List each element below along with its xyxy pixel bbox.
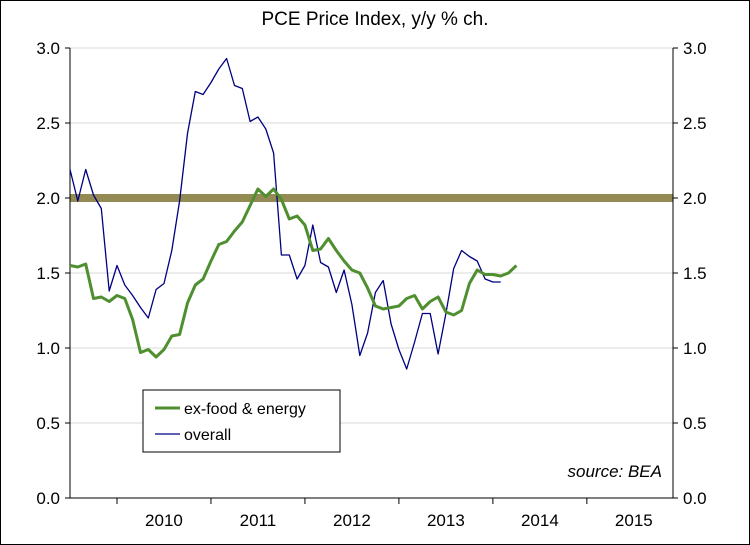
y-tick-label-right: 1.5: [683, 264, 707, 283]
chart-title: PCE Price Index, y/y % ch.: [261, 9, 488, 30]
legend: ex-food & energy overall: [142, 389, 341, 453]
series-layer: [69, 57, 518, 370]
legend-label-overall: overall: [184, 427, 231, 444]
y-tick-label-left: 1.0: [36, 339, 60, 358]
axes-layer: 0.0 0.0 0.5 0.5 1.0 1.0 1.5 1.5 2.0 2.0 2.5 2.5 3.0 3…: [36, 39, 706, 530]
y-tick-label-right: 0.5: [683, 414, 707, 433]
x-tick-label-2012: 2012: [333, 511, 371, 530]
x-tick-label-2010: 2010: [145, 511, 183, 530]
y-tick-label-left: 3.0: [36, 39, 60, 58]
series-line-overall: [69, 57, 501, 370]
y-tick-label-left: 1.5: [36, 264, 60, 283]
x-tick-label-2013: 2013: [427, 511, 465, 530]
y-tick-label-right: 0.0: [683, 489, 707, 508]
x-tick-label-2011: 2011: [240, 511, 277, 530]
series-line-ex-food-energy: [69, 187, 518, 359]
y-tick-label-right: 2.0: [683, 189, 707, 208]
y-tick-label-left: 0.0: [36, 489, 60, 508]
legend-box: [142, 389, 341, 453]
grid-layer: [70, 47, 673, 424]
y-tick-label-left: 0.5: [36, 414, 60, 433]
source-annotation: source: BEA: [568, 462, 663, 481]
y-tick-label-left: 2.5: [36, 114, 60, 133]
y-tick-label-right: 1.0: [683, 339, 707, 358]
x-tick-label-2014: 2014: [521, 511, 559, 530]
y-tick-label-right: 3.0: [683, 39, 707, 58]
x-tick-label-2015: 2015: [615, 511, 653, 530]
legend-label-ex-food-energy: ex-food & energy: [184, 401, 306, 418]
y-tick-label-left: 2.0: [36, 189, 60, 208]
y-tick-label-right: 2.5: [683, 114, 707, 133]
